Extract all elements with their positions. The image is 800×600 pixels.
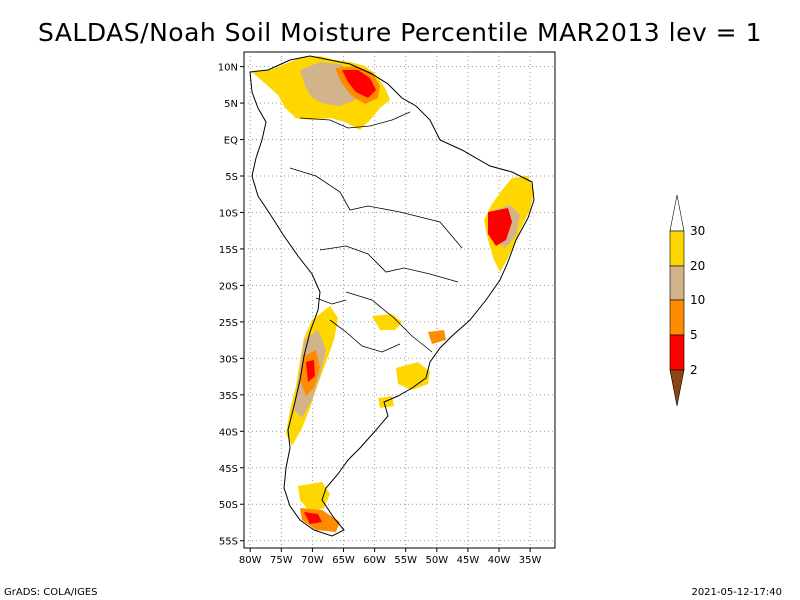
colorbar-bin-2-5 [669,334,685,371]
footer-credit: GrADS: COLA/IGES [4,587,98,598]
lon-label: 55W [394,555,417,566]
colorbar-label-30: 30 [690,224,705,238]
lat-label: 40S [219,427,238,438]
lat-label: EQ [224,136,238,147]
region-uruguay-yellow [396,362,430,390]
lon-label: 80W [239,555,262,566]
lat-label: 50S [219,500,238,511]
region-patagonia-yellow [298,482,330,512]
latitude-labels: 10N 5N EQ 5S 10S 15S 20S 25S 30S 35S 40S 45S 50S 55S [218,63,244,548]
lat-label: 25S [219,318,238,329]
colorbar-bin-20-30 [669,230,685,267]
map-title: SALDAS/Noah Soil Moisture Percentile MAR… [38,18,762,47]
lat-label: 35S [219,391,238,402]
footer-timestamp: 2021-05-12-17:40 [691,587,782,598]
colorbar-label-5: 5 [690,328,698,342]
lat-label: 10N [218,63,238,74]
coastline [249,55,535,537]
lat-label: 30S [219,354,238,365]
lat-label: 5S [225,172,238,183]
map-frame [243,51,556,549]
lat-label: 10S [219,208,238,219]
colorbar: 30 20 10 5 2 [669,194,705,407]
lon-label: 65W [332,555,355,566]
lon-label: 50W [426,555,449,566]
colorbar-bottom-triangle [669,369,685,407]
colorbar-top-triangle [669,194,685,232]
lon-label: 70W [301,555,324,566]
colorbar-bin-5-10 [669,299,685,336]
lat-label: 45S [219,464,238,475]
colorbar-bin-10-20 [669,265,685,301]
colorbar-label-10: 10 [690,293,705,307]
country-borders [289,111,463,353]
lon-label: 35W [519,555,542,566]
shaded-regions [252,56,534,532]
longitude-labels: 80W 75W 70W 65W 60W 55W 50W 45W 40W 35W [239,548,542,566]
lon-label: 40W [488,555,511,566]
region-argentina-east [378,396,394,408]
colorbar-label-2: 2 [690,363,698,377]
lon-label: 45W [457,555,480,566]
lat-label: 55S [219,537,238,548]
region-east-red [488,208,512,246]
colorbar-label-20: 20 [690,259,705,273]
region-tierra-del-fuego-red [304,512,322,524]
grid-lines [244,52,555,548]
lat-label: 15S [219,245,238,256]
region-brazil-south-spot [428,330,446,344]
region-north-red [342,70,376,98]
lon-label: 75W [270,555,293,566]
lon-label: 60W [363,555,386,566]
region-andes-red [306,360,315,382]
lat-label: 5N [224,99,238,110]
lat-label: 20S [219,281,238,292]
region-west-colombia [288,95,320,120]
